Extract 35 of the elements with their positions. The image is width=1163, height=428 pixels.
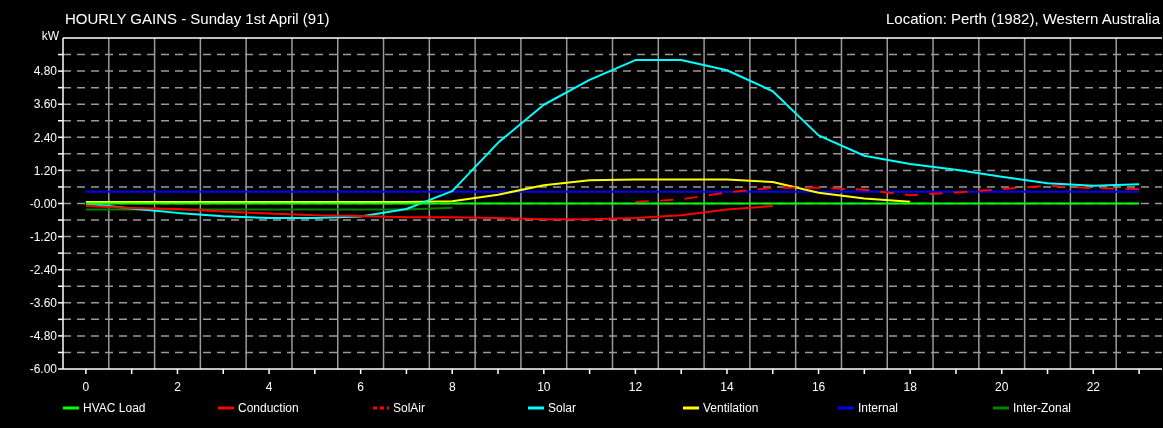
x-tick-label: 20 [995,380,1009,394]
x-tick-label: 10 [537,380,551,394]
x-tick-label: 18 [903,380,918,394]
line-series [84,178,912,204]
y-tick-label: -2.40 [29,262,58,277]
line-series [84,204,774,221]
legend-label: Inter-Zonal [1013,401,1072,415]
legend-label: Conduction [238,401,299,415]
y-tick-label: -4.80 [29,329,58,344]
line-series [634,184,1141,204]
legend-label: Internal [858,401,899,415]
y-tick-label: -1.20 [29,229,58,244]
y-tick-label: -3.60 [29,296,58,310]
legend-label: SolAir [393,401,426,415]
chart-title: HOURLY GAINS - Sunday 1st April (91) [65,10,330,27]
legend-label: HVAC Load [83,401,146,415]
x-tick-label: 6 [357,380,365,394]
y-tick-label: 2.40 [33,130,58,145]
legend-label: Solar [548,401,577,415]
x-tick-label: 22 [1086,380,1101,394]
y-tick-label: -6.00 [29,362,58,377]
y-tick-label: -0.00 [29,196,58,211]
y-tick-label: 3.60 [33,97,58,112]
x-tick-label: 8 [448,380,456,394]
y-axis-title: kW [41,29,60,43]
x-tick-label: 14 [720,380,734,394]
x-tick-label: 12 [628,380,643,394]
chart-subtitle: Location: Perth (1982), Western Australia [885,10,1161,27]
legend-label: Ventilation [703,401,759,415]
x-tick-label: 2 [174,380,182,394]
y-tick-label: 4.80 [33,64,58,79]
x-tick-label: 16 [811,380,826,394]
y-tick-label: 1.20 [33,163,58,178]
x-tick-label: 4 [265,380,273,394]
x-tick-label: 0 [82,380,90,394]
